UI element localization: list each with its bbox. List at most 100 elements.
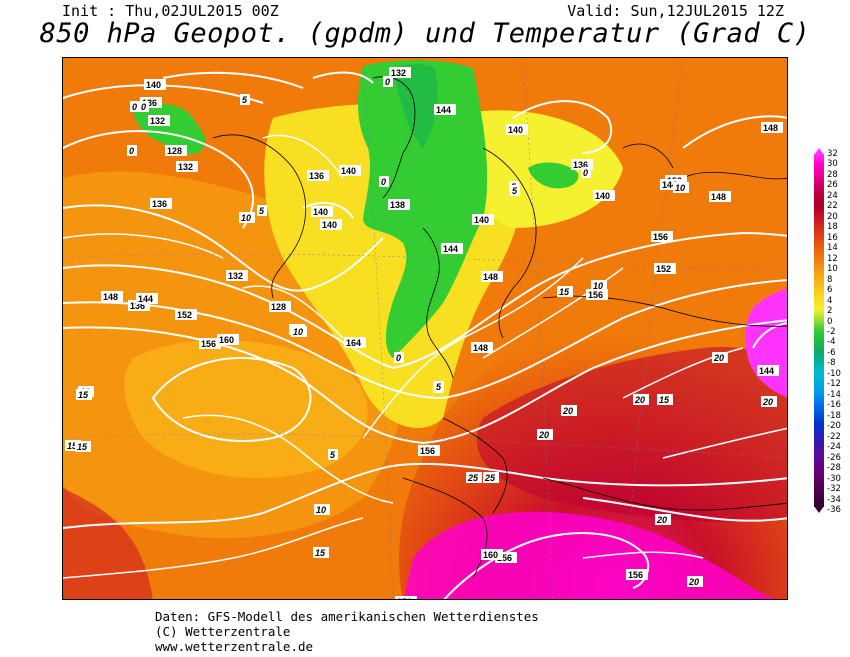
geopotential-label-bg [101,291,123,302]
geopotential-label: 144 [138,294,153,304]
legend-arrow-up-icon [814,148,824,155]
legend-label: 2 [827,306,833,317]
geopotential-label-bg [660,179,682,190]
geopotential-label-bg [136,293,158,304]
geopotential-label: 140 [146,80,161,90]
legend-label: 24 [827,190,838,201]
geopotential-label: 164 [346,338,361,348]
geopotential-label: 148 [103,292,118,302]
temperature-label-bg [561,405,577,416]
legend-label: -4 [827,337,836,348]
geopotential-label: 144 [662,180,677,190]
temperature-label-bg [239,212,255,223]
geopotential-label-bg [654,263,676,274]
legend-label: 26 [827,180,838,191]
temperature-label-bg [383,76,393,87]
temperature-label-bg [483,472,499,483]
legend-label: -20 [827,421,841,432]
geopotential-label: 160 [219,335,234,345]
geopotential-label: 132 [178,162,193,172]
temperature-label: 0 [385,77,390,87]
geopotential-label: 132 [391,68,406,78]
geopotential-label-bg [175,309,197,320]
geopotential-label-bg [344,337,366,348]
legend-label: -32 [827,484,841,495]
temperature-label-bg [687,576,703,587]
geopotential-label-bg [269,301,291,312]
geopotential-label-bg [495,552,517,563]
geopotential-label: 136 [573,160,588,170]
geopotential-label: 140 [508,125,523,135]
legend-label: 30 [827,159,838,170]
temperature-label: 0 [132,102,137,112]
temperature-label-bg [657,394,673,405]
temp-field-magenta [403,511,776,599]
geopotential-label: 132 [228,271,243,281]
legend-label: -6 [827,347,836,358]
geopotential-label-bg [140,97,162,108]
geopotential-label: 152 [177,310,192,320]
valid-time: Valid: Sun,12JUL2015 12Z [567,2,784,20]
geopotential-label: 160 [483,550,498,560]
temperature-label-bg [314,504,330,515]
legend-label: 12 [827,253,838,264]
geopotential-label-bg [150,198,172,209]
geopotential-label-bg [506,124,528,135]
cold-scandinavia [528,162,579,189]
geopotential-label: 136 [142,98,157,108]
temperature-label-bg [328,449,338,460]
footer-website: www.wetterzentrale.de [155,639,314,654]
legend-label: 20 [827,211,838,222]
legend-label: 6 [827,285,833,296]
temperature-label-bg [75,441,91,452]
chart-title: 850 hPa Geopot. (gpdm) und Temperatur (G… [39,18,811,49]
geopotential-label: 148 [763,123,778,133]
temperature-label-bg [291,326,307,337]
temperature-label: 20 [538,430,549,440]
temperature-label: 10 [293,327,303,337]
legend-label: 32 [827,149,838,159]
geopotential-label: 140 [341,166,356,176]
temperature-label-bg [394,352,404,363]
temperature-label-bg [581,167,591,178]
temperature-label: 25 [467,473,479,483]
geopotential-label: 152 [656,264,671,274]
geopotential-label: 136 [309,171,324,181]
weather-map: 140 136 132 128 132 136 136 140 140 140 136 132 140 1… [62,57,788,600]
temperature-label: 0 [381,177,386,187]
geopotential-label-bg [434,104,456,115]
legend-label: -22 [827,431,841,442]
legend-label: -2 [827,327,836,337]
legend-label: -30 [827,473,841,484]
geopotential-label: 140 [313,207,328,217]
temperature-label-bg [633,394,649,405]
temperature-label: 15 [67,441,78,451]
temperature-label-bg [712,352,728,363]
footer-credits: Daten: GFS-Modell des amerikanischen Wet… [155,609,539,654]
temperature-label-bg [127,145,137,156]
legend-label: 18 [827,222,838,233]
geopotential-label-bg [593,190,615,201]
temperature-label: 20 [562,406,573,416]
temperature-label-bg [257,205,267,216]
temperature-label: 15 [659,395,670,405]
geopotential-label: 136 [130,301,145,311]
geopotential-label-bg [709,191,731,202]
legend-label: -8 [827,358,836,369]
geopotential-label-bg [481,549,503,560]
temperature-label-bg [761,396,777,407]
temperature-label-bg [139,101,149,112]
legend-label: -24 [827,442,841,453]
geopotential-label-bg [199,338,221,349]
legend-label: -26 [827,452,841,463]
cold-tongue [358,60,488,358]
temp-field-sw [63,488,153,599]
temperature-label: 20 [713,353,724,363]
temperature-label-bg [655,514,671,525]
geopotential-label: 128 [271,302,286,312]
temperature-label-bg [76,389,92,400]
temperature-label: 5 [512,186,518,196]
geopotential-label-bg [586,289,608,300]
temperature-label-bg [510,185,520,196]
legend-colorbar [814,154,824,507]
